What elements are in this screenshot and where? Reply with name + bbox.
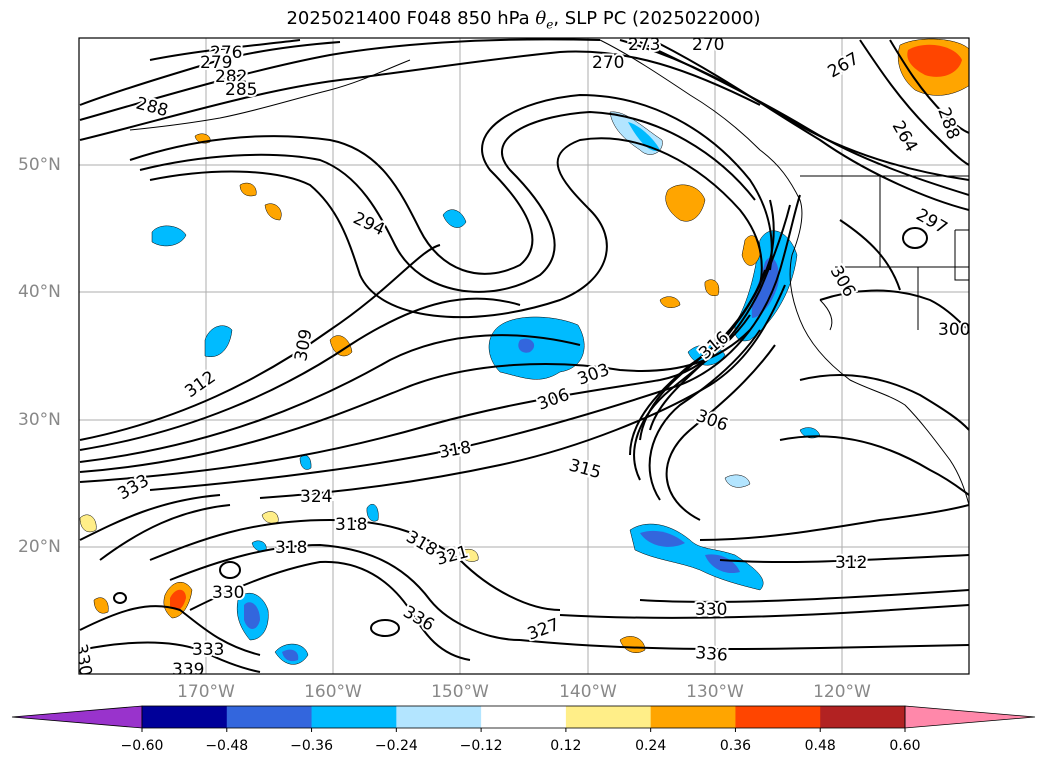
contour-label: 336 [695, 643, 729, 666]
lat-label-40n: 40°N [18, 282, 61, 302]
contour-label: 270 [592, 53, 624, 73]
colorbar-segment [820, 706, 906, 728]
title-tail: , SLP PC (2025022000) [553, 8, 761, 29]
contour-label: 318 [275, 538, 307, 558]
colorbar-segment [565, 706, 652, 728]
contour-label: 330 [212, 583, 244, 603]
map-area: 2762792822852882943093123183063033153243… [70, 35, 970, 680]
colorbar-segment [142, 706, 228, 728]
title-subscript: e [546, 17, 554, 32]
contour-label: 300 [938, 320, 970, 340]
colorbar-tick-label: −0.12 [459, 738, 503, 754]
title-theta-symbol: θ [535, 8, 547, 29]
colorbar-tick-label: 0.36 [719, 738, 752, 754]
positive-anomaly-blob [329, 335, 353, 357]
positive-anomaly-blob [93, 597, 109, 614]
positive-anomaly-blob [704, 279, 720, 296]
contour-label: 318 [335, 515, 367, 535]
lon-label-120w: 120°W [813, 682, 871, 702]
colorbar-segment [481, 706, 567, 728]
positive-anomaly-blob [665, 184, 706, 222]
contour-label: 270 [692, 35, 724, 55]
colorbar-extend-high [904, 705, 1036, 729]
lat-label-50n: 50°N [18, 155, 61, 175]
colorbar-tick-label: −0.48 [205, 738, 249, 754]
colorbar-tick-label: −0.36 [290, 738, 333, 754]
negative-anomaly-blob [366, 504, 379, 522]
colorbar-extend-low [11, 705, 143, 729]
contour-label: 330 [70, 642, 95, 677]
lon-label-140w: 140°W [559, 682, 617, 702]
lat-label-30n: 30°N [18, 410, 61, 430]
colorbar-tick-label: −0.24 [374, 738, 418, 754]
shaded-anomalies [79, 38, 969, 665]
positive-anomaly-blob [239, 182, 257, 197]
negative-anomaly-blob [204, 325, 233, 358]
contour-label: 333 [192, 640, 224, 660]
lon-label-160w: 160°W [304, 682, 362, 702]
positive-anomaly-blob [261, 511, 279, 524]
positive-anomaly-blob [264, 203, 282, 221]
colorbar-segment [396, 706, 482, 728]
colorbar-segment [311, 706, 397, 728]
contour-label: 282 [215, 67, 247, 87]
theta-e-contours [79, 38, 969, 673]
map-title: 2025021400 F048 850 hPa θe, SLP PC (2025… [0, 8, 1047, 32]
positive-anomaly-blob [459, 549, 479, 562]
negative-anomaly-blob [151, 225, 187, 247]
lon-label-130w: 130°W [686, 682, 744, 702]
lon-label-150w: 150°W [431, 682, 489, 702]
title-main: 2025021400 F048 850 hPa [286, 8, 536, 29]
colorbar-segment [735, 706, 821, 728]
contour-label: 330 [695, 600, 727, 620]
negative-anomaly-blob [442, 209, 467, 228]
coastlines [129, 39, 969, 506]
negative-anomaly-blob [724, 474, 751, 488]
colorbar-tick-label: 0.24 [635, 738, 667, 754]
contour-label: 339 [172, 660, 204, 680]
colorbar-tick-label: 0.48 [804, 738, 836, 754]
positive-anomaly-blob [79, 514, 97, 533]
contour-label: 279 [200, 53, 232, 73]
colorbar-tick-label: 0.12 [550, 738, 582, 754]
contour-label: 273 [628, 35, 660, 55]
contour-label: 324 [300, 487, 332, 507]
colorbar [11, 705, 1036, 732]
contour-label: 312 [835, 553, 867, 573]
map-frame [78, 37, 970, 675]
contour-label: 285 [225, 80, 257, 100]
colorbar-segment [650, 706, 736, 728]
lon-label-170w: 170°W [177, 682, 235, 702]
lat-label-20n: 20°N [18, 537, 61, 557]
colorbar-tick-label: −0.60 [120, 738, 164, 754]
colorbar-tick-label: 0.60 [889, 738, 921, 754]
contour-label: 276 [210, 43, 242, 63]
colorbar-segment [226, 706, 313, 728]
positive-anomaly-blob [659, 296, 681, 308]
